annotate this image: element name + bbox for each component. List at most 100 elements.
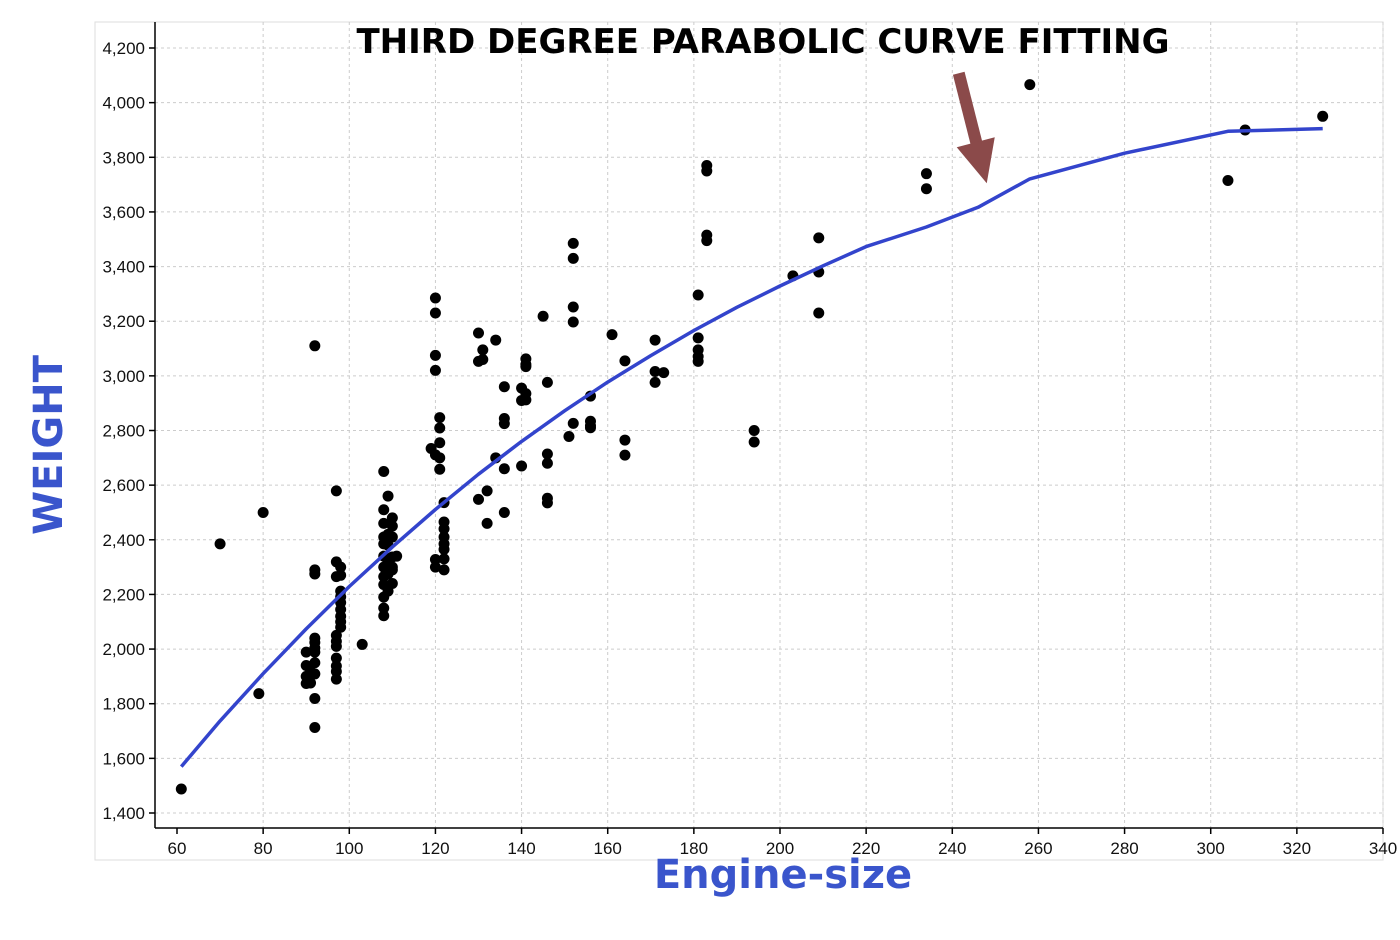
data-point — [253, 688, 265, 700]
annotations — [952, 71, 995, 184]
data-point — [309, 657, 321, 669]
data-point — [429, 292, 441, 304]
data-point — [175, 783, 187, 795]
data-point — [920, 183, 932, 195]
data-point — [309, 668, 321, 680]
data-point — [214, 538, 226, 550]
data-point — [330, 652, 342, 664]
x-tick-label: 300 — [1197, 839, 1225, 858]
y-tick-label: 3,200 — [102, 312, 145, 331]
data-point — [386, 512, 398, 524]
data-point — [309, 693, 321, 705]
x-tick-label: 60 — [168, 839, 187, 858]
y-tick-label: 2,600 — [102, 476, 145, 495]
data-point — [378, 465, 390, 477]
data-point — [498, 412, 510, 424]
scatter-series — [175, 79, 1329, 795]
data-point — [567, 252, 579, 264]
y-tick-label: 3,600 — [102, 203, 145, 222]
fit-curve — [179, 126, 1323, 768]
data-point — [520, 388, 532, 400]
x-tick-label: 260 — [1024, 839, 1052, 858]
arrow-shaft — [952, 71, 984, 150]
y-tick-label: 4,200 — [102, 39, 145, 58]
x-tick-label: 340 — [1369, 839, 1397, 858]
y-tick-label: 1,800 — [102, 695, 145, 714]
data-point — [335, 561, 347, 573]
data-point — [429, 364, 441, 376]
data-point — [541, 376, 553, 388]
data-point — [434, 452, 446, 464]
data-point — [606, 329, 618, 341]
data-point — [567, 316, 579, 328]
data-point — [473, 493, 484, 505]
data-point — [378, 610, 390, 622]
data-point — [649, 334, 661, 346]
data-point — [382, 490, 394, 502]
data-point — [498, 463, 510, 475]
data-point — [567, 417, 579, 429]
data-point — [692, 289, 704, 301]
data-point — [541, 457, 553, 469]
pointer-arrow — [952, 71, 995, 184]
y-tick-label: 2,800 — [102, 422, 145, 441]
axes: 60 80 100 120 140 160 180 200 220 240 260 280 300 320… — [102, 22, 1397, 858]
data-point — [701, 229, 713, 241]
data-point — [300, 646, 312, 658]
data-point — [434, 422, 446, 434]
x-tick-label: 200 — [766, 839, 794, 858]
x-tick-label: 280 — [1110, 839, 1138, 858]
data-point — [649, 365, 661, 377]
x-tick-label: 100 — [335, 839, 363, 858]
data-point — [356, 638, 368, 650]
data-point — [537, 310, 549, 322]
data-point — [309, 340, 321, 352]
plot-frame — [94, 21, 1384, 861]
data-point — [438, 553, 450, 565]
data-point — [567, 237, 579, 249]
data-point — [378, 602, 390, 614]
data-point — [391, 550, 403, 562]
data-point — [434, 437, 446, 449]
y-tick-label: 4,000 — [102, 94, 145, 113]
data-point — [748, 436, 760, 448]
data-point — [1024, 79, 1036, 91]
data-point — [330, 660, 342, 672]
data-point — [330, 673, 342, 685]
data-point — [305, 677, 317, 689]
data-point — [692, 344, 704, 356]
data-point — [649, 376, 661, 388]
y-axis-title: WEIGHT — [26, 354, 72, 535]
data-point — [330, 485, 342, 497]
data-point — [498, 506, 510, 518]
fit-curve-group — [179, 126, 1323, 768]
data-point — [477, 353, 489, 365]
data-point — [378, 517, 390, 529]
chart-title: THIRD DEGREE PARABOLIC CURVE FITTING — [356, 22, 1169, 62]
data-point — [701, 159, 713, 171]
x-tick-label: 220 — [852, 839, 880, 858]
x-tick-label: 240 — [938, 839, 966, 858]
data-point — [386, 531, 398, 543]
y-tick-label: 3,000 — [102, 367, 145, 386]
data-point — [490, 334, 502, 346]
grid — [94, 21, 1384, 861]
y-tick-label: 2,000 — [102, 640, 145, 659]
data-point — [429, 553, 441, 565]
data-point — [813, 232, 825, 244]
data-point — [520, 353, 532, 365]
data-point — [477, 344, 489, 356]
y-tick-label: 1,600 — [102, 749, 145, 768]
data-point — [335, 569, 347, 581]
data-point — [567, 301, 579, 313]
data-point — [434, 463, 446, 475]
data-point — [438, 564, 450, 576]
arrow-head — [956, 137, 995, 184]
y-tick-label: 2,200 — [102, 585, 145, 604]
data-point — [658, 367, 670, 379]
data-point — [386, 520, 398, 532]
data-point — [1317, 110, 1329, 122]
data-point — [541, 448, 553, 460]
data-point — [429, 561, 441, 573]
data-point — [429, 349, 441, 361]
